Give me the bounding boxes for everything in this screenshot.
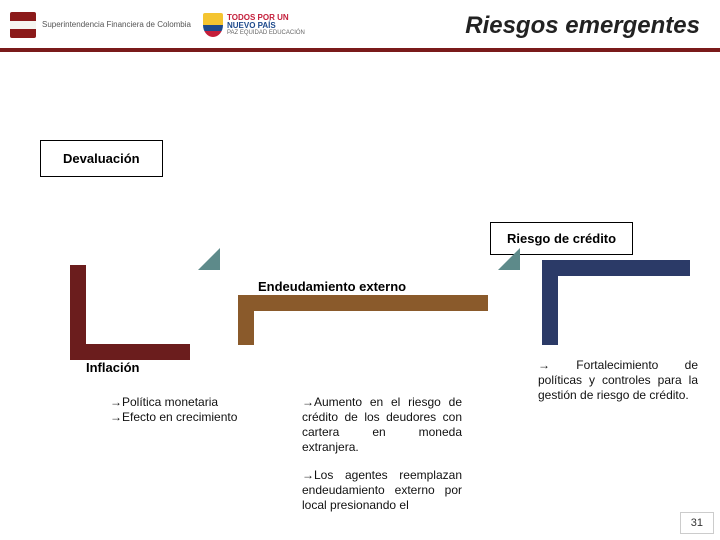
triangle-icon-credito xyxy=(498,248,520,270)
slide-header: Superintendencia Financiera de Colombia … xyxy=(0,0,720,50)
elbow-inflacion xyxy=(70,265,190,360)
gov-logo-line3: PAZ EQUIDAD EDUCACIÓN xyxy=(227,30,305,36)
sfc-logo-text: Superintendencia Financiera de Colombia xyxy=(42,21,191,30)
elbow-endeudamiento xyxy=(238,295,488,345)
text-credito: → Fortalecimiento de políticas y control… xyxy=(538,358,698,403)
page-title: Riesgos emergentes xyxy=(465,12,700,40)
gov-logo-text: TODOS POR UN NUEVO PAÍS PAZ EQUIDAD EDUC… xyxy=(227,14,305,36)
triangle-icon-endeud xyxy=(198,248,220,270)
gov-logo: TODOS POR UN NUEVO PAÍS PAZ EQUIDAD EDUC… xyxy=(203,13,305,37)
gov-logo-line2: NUEVO PAÍS xyxy=(227,22,305,30)
text-inflacion-line2: →Efecto en crecimiento xyxy=(110,410,290,425)
box-devaluacion: Devaluación xyxy=(40,140,163,177)
header-underline xyxy=(0,48,720,52)
gov-shield-icon xyxy=(203,13,223,37)
text-endeudamiento-2: →Los agentes reemplazan endeudamiento ex… xyxy=(302,468,462,513)
elbow-credito xyxy=(542,260,690,345)
text-inflacion-line1: →Política monetaria xyxy=(110,395,290,410)
sfc-logo: Superintendencia Financiera de Colombia xyxy=(10,12,191,38)
text-inflacion: →Política monetaria →Efecto en crecimien… xyxy=(110,395,290,425)
sfc-logo-mark xyxy=(10,12,36,38)
page-number: 31 xyxy=(680,512,714,534)
box-inflacion: Inflación xyxy=(80,358,145,377)
text-endeudamiento-1: →Aumento en el riesgo de crédito de los … xyxy=(302,395,462,455)
